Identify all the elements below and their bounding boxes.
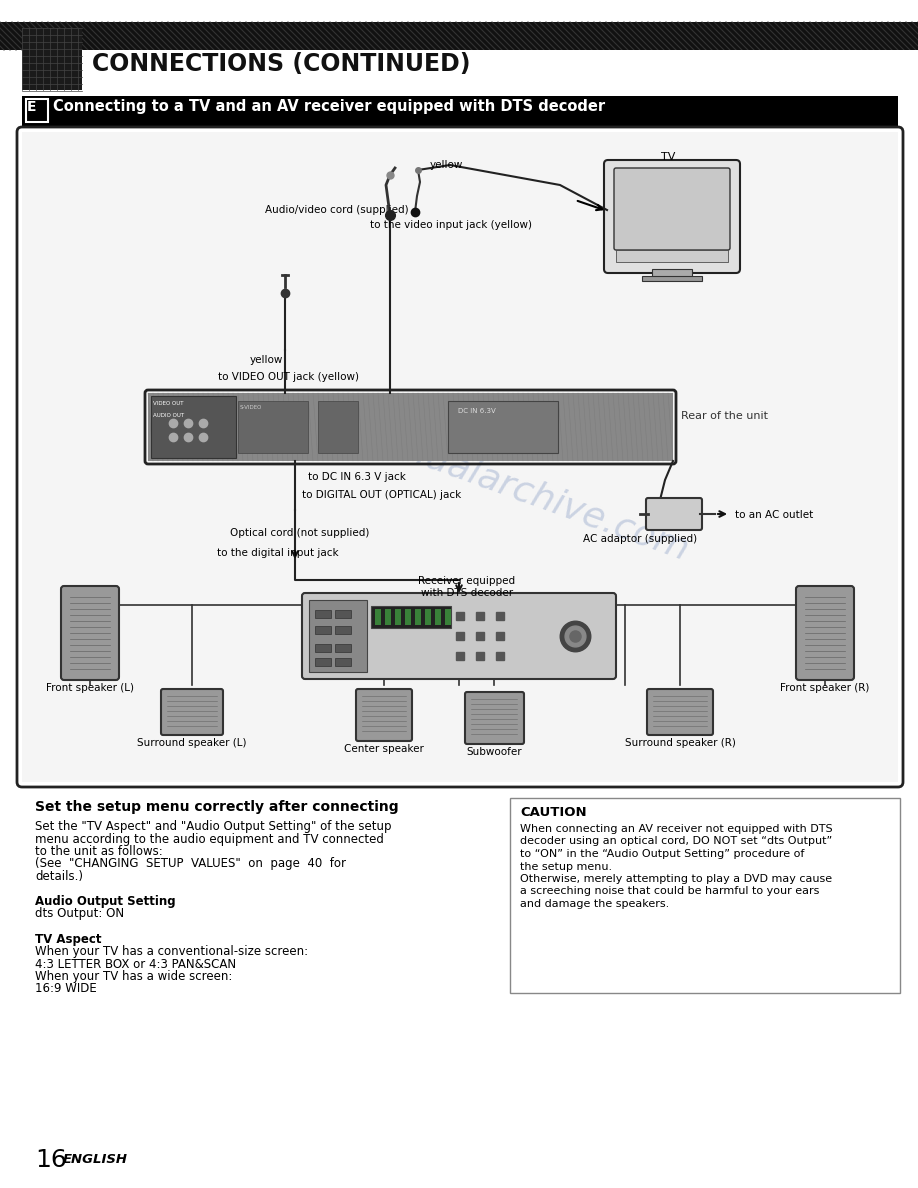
Bar — [448, 402, 558, 453]
Text: Receiver equipped: Receiver equipped — [419, 576, 516, 586]
Text: Rear of the unit: Rear of the unit — [681, 411, 768, 421]
Bar — [385, 609, 391, 625]
Bar — [425, 609, 431, 625]
Text: CAUTION: CAUTION — [520, 805, 587, 819]
Bar — [642, 276, 702, 282]
Text: to DC IN 6.3 V jack: to DC IN 6.3 V jack — [308, 472, 406, 482]
Bar — [652, 268, 692, 277]
FancyBboxPatch shape — [302, 593, 616, 680]
Text: dts Output: ON: dts Output: ON — [35, 908, 124, 921]
Text: Optical cord (not supplied): Optical cord (not supplied) — [230, 527, 369, 538]
FancyBboxPatch shape — [647, 689, 713, 735]
Text: to DIGITAL OUT (OPTICAL) jack: to DIGITAL OUT (OPTICAL) jack — [302, 489, 461, 500]
Text: 16:9 WIDE: 16:9 WIDE — [35, 982, 96, 996]
Text: CONNECTIONS (CONTINUED): CONNECTIONS (CONTINUED) — [92, 52, 471, 76]
Bar — [375, 609, 381, 625]
Bar — [318, 402, 358, 453]
Text: E: E — [27, 100, 37, 114]
Bar — [82, 50, 918, 90]
Text: Set the setup menu correctly after connecting: Set the setup menu correctly after conne… — [35, 800, 398, 814]
Bar — [22, 96, 898, 126]
Bar — [315, 644, 331, 652]
FancyBboxPatch shape — [465, 691, 524, 744]
FancyBboxPatch shape — [796, 586, 854, 680]
FancyBboxPatch shape — [614, 168, 730, 249]
Bar — [335, 644, 351, 652]
Text: AC adaptor (supplied): AC adaptor (supplied) — [583, 533, 697, 544]
Text: Center speaker: Center speaker — [344, 744, 424, 754]
FancyBboxPatch shape — [646, 498, 702, 530]
Text: to the digital input jack: to the digital input jack — [218, 548, 339, 558]
Text: ENGLISH: ENGLISH — [63, 1154, 128, 1165]
Text: TV Aspect: TV Aspect — [35, 933, 102, 946]
Text: to the video input jack (yellow): to the video input jack (yellow) — [370, 220, 532, 230]
Bar — [371, 606, 451, 628]
Text: Set the "TV Aspect" and "Audio Output Setting" of the setup: Set the "TV Aspect" and "Audio Output Se… — [35, 820, 391, 833]
Text: 16: 16 — [35, 1148, 67, 1173]
Text: Audio Output Setting: Audio Output Setting — [35, 895, 175, 908]
Bar — [315, 609, 331, 618]
Bar — [148, 393, 673, 461]
Text: 4:3 LETTER BOX or 4:3 PAN&SCAN: 4:3 LETTER BOX or 4:3 PAN&SCAN — [35, 958, 236, 971]
Text: to “ON” in the “Audio Output Setting” procedure of: to “ON” in the “Audio Output Setting” pr… — [520, 849, 804, 859]
Text: menu according to the audio equipment and TV connected: menu according to the audio equipment an… — [35, 833, 384, 846]
Text: TV: TV — [661, 152, 675, 162]
Bar — [0, 23, 918, 50]
Bar — [22, 132, 898, 782]
Text: Surround speaker (R): Surround speaker (R) — [624, 738, 735, 748]
Text: VIDEO OUT: VIDEO OUT — [153, 402, 184, 406]
Bar — [315, 626, 331, 634]
Text: a screeching noise that could be harmful to your ears: a screeching noise that could be harmful… — [520, 886, 820, 897]
FancyBboxPatch shape — [161, 689, 223, 735]
Bar — [616, 249, 728, 263]
Text: AUDIO OUT: AUDIO OUT — [153, 413, 185, 418]
Text: details.): details.) — [35, 870, 83, 883]
Text: When connecting an AV receiver not equipped with DTS: When connecting an AV receiver not equip… — [520, 824, 833, 834]
Bar — [309, 600, 367, 672]
Text: Connecting to a TV and an AV receiver equipped with DTS decoder: Connecting to a TV and an AV receiver eq… — [53, 99, 605, 114]
Text: decoder using an optical cord, DO NOT set “dts Output”: decoder using an optical cord, DO NOT se… — [520, 836, 833, 847]
FancyBboxPatch shape — [356, 689, 412, 741]
Text: (See  "CHANGING  SETUP  VALUES"  on  page  40  for: (See "CHANGING SETUP VALUES" on page 40 … — [35, 858, 346, 871]
Bar — [415, 609, 421, 625]
Text: yellow: yellow — [250, 355, 284, 365]
Bar — [395, 609, 401, 625]
Text: the setup menu.: the setup menu. — [520, 861, 612, 872]
FancyBboxPatch shape — [604, 160, 740, 273]
Bar — [238, 402, 308, 453]
Text: to an AC outlet: to an AC outlet — [735, 510, 813, 520]
Text: Subwoofer: Subwoofer — [466, 747, 521, 757]
Bar — [510, 798, 900, 993]
Text: to the unit as follows:: to the unit as follows: — [35, 845, 162, 858]
Bar — [435, 609, 441, 625]
Text: When your TV has a wide screen:: When your TV has a wide screen: — [35, 969, 232, 982]
Bar — [22, 29, 82, 90]
FancyBboxPatch shape — [61, 586, 119, 680]
Bar — [335, 626, 351, 634]
Text: Front speaker (L): Front speaker (L) — [46, 683, 134, 693]
Text: Audio/video cord (supplied): Audio/video cord (supplied) — [265, 206, 409, 215]
Text: Surround speaker (L): Surround speaker (L) — [138, 738, 247, 748]
Bar — [405, 609, 411, 625]
Text: S-VIDEO: S-VIDEO — [240, 405, 263, 410]
Bar — [445, 609, 451, 625]
Text: Otherwise, merely attempting to play a DVD may cause: Otherwise, merely attempting to play a D… — [520, 874, 832, 884]
Text: When your TV has a conventional-size screen:: When your TV has a conventional-size scr… — [35, 944, 308, 958]
Text: Front speaker (R): Front speaker (R) — [780, 683, 869, 693]
Bar — [26, 99, 48, 122]
Bar — [151, 396, 236, 459]
Text: yellow: yellow — [430, 160, 464, 170]
Bar — [335, 609, 351, 618]
Text: with DTS decoder: with DTS decoder — [421, 588, 513, 598]
Bar — [335, 658, 351, 666]
Text: and damage the speakers.: and damage the speakers. — [520, 899, 669, 909]
Bar — [315, 658, 331, 666]
Bar — [0, 0, 918, 23]
Text: to VIDEO OUT jack (yellow): to VIDEO OUT jack (yellow) — [218, 372, 359, 383]
Text: DC IN 6.3V: DC IN 6.3V — [458, 407, 496, 413]
Text: manualarchive.com: manualarchive.com — [346, 413, 694, 567]
